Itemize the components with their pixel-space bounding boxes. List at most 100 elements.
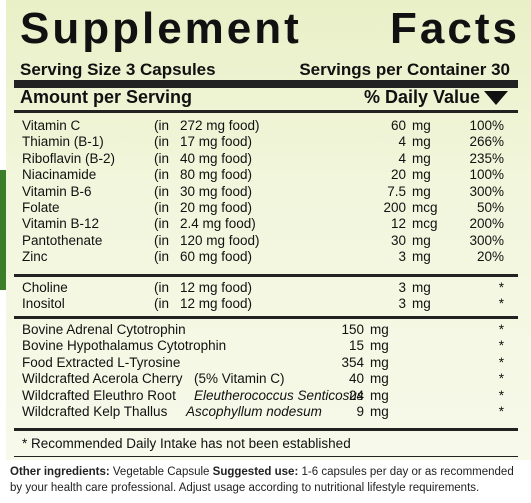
extract-dv: *: [498, 354, 504, 370]
extract-amount: 15: [348, 338, 364, 354]
nutrient-name: Niacinamide: [22, 167, 97, 183]
extract-row: Bovine Adrenal Cytotrophin 150 mg *: [22, 322, 512, 338]
nutrient-name: Folate: [22, 199, 60, 215]
other-ingredients-label: Other ingredients:: [10, 466, 110, 478]
nutrient-in: (in: [154, 280, 170, 295]
nutrient-name: Pantothenate: [22, 232, 103, 248]
nutrient-amount: 200: [383, 199, 406, 215]
title-word-supplement: Supplement: [20, 4, 302, 53]
nutrient-unit: mg: [412, 150, 431, 166]
nutrient-in: (in: [154, 249, 170, 265]
extract-unit: mg: [370, 354, 389, 370]
extract-amount: 24: [348, 387, 364, 403]
amount-per-serving-label: Amount per Serving: [20, 87, 193, 107]
nutrient-amount: 7.5: [387, 183, 406, 199]
extract-unit: mg: [370, 322, 389, 337]
nutrient-row: Riboflavin (B-2) (in 40 mg food) 4 mg 23…: [22, 151, 512, 167]
nutrient-amount: 4: [398, 134, 406, 150]
nutrient-unit: mg: [412, 296, 431, 312]
nutrient-dv: 100%: [469, 118, 504, 133]
nutrient-unit: mg: [412, 249, 431, 265]
nutrient-unit: mg: [412, 118, 431, 133]
other-ingredients-value: Vegetable Capsule: [112, 466, 210, 478]
nutrient-dv: 235%: [469, 150, 504, 166]
nutrient-amount: 4: [398, 150, 406, 166]
nutrient-food: 80 mg food): [180, 167, 253, 183]
nutrient-name: Inositol: [22, 296, 65, 312]
nutrient-in: (in: [154, 134, 170, 150]
nutrient-dv: 100%: [469, 167, 504, 183]
triangle-down-icon: [484, 90, 508, 105]
other-ingredients-block: Other ingredients: Vegetable Capsule Sug…: [10, 464, 526, 496]
nutrient-food: 12 mg food): [180, 280, 253, 295]
extract-unit: mg: [370, 338, 389, 354]
nutrient-amount: 30: [390, 232, 406, 248]
bottom-rule: [14, 456, 518, 457]
extract-name: Bovine Hypothalamus Cytotrophin: [22, 338, 227, 354]
nutrient-unit: mcg: [412, 199, 438, 215]
extracts-list: Bovine Adrenal Cytotrophin 150 mg * Bovi…: [22, 322, 512, 420]
nutrient-name: Zinc: [22, 249, 48, 265]
nutrient-in: (in: [154, 232, 170, 248]
nutrient-in: (in: [154, 296, 170, 312]
nutrient-name: Choline: [22, 280, 68, 295]
nutrient-row: Thiamin (B-1) (in 17 mg food) 4 mg 266%: [22, 134, 512, 150]
nutrient-unit: mg: [412, 280, 431, 295]
extract-name: Wildcrafted Eleuthro Root: [22, 387, 176, 403]
extract-name: Wildcrafted Acerola Cherry: [22, 371, 183, 387]
extract-unit: mg: [370, 387, 389, 403]
nutrient-dv: *: [498, 296, 504, 312]
daily-value-label-wrap: % Daily Value: [364, 87, 508, 108]
extract-amount: 150: [341, 322, 364, 337]
nutrient-unit: mg: [412, 183, 431, 199]
nutrient-unit: mg: [412, 134, 431, 150]
suggested-use-value: 1-6 capsules per day or as recommended b…: [10, 466, 514, 494]
nutrient-in: (in: [154, 183, 170, 199]
nutrient-row: Choline (in 12 mg food) 3 mg *: [22, 280, 512, 296]
nutrient-food: 20 mg food): [180, 199, 253, 215]
extract-name: Bovine Adrenal Cytotrophin: [22, 322, 186, 337]
extract-unit: mg: [370, 371, 389, 387]
nutrient-unit: mg: [412, 232, 431, 248]
left-accent-bar: [0, 170, 6, 290]
footnote: * Recommended Daily Intake has not been …: [22, 436, 351, 451]
nutrient-in: (in: [154, 199, 170, 215]
extract-amount: 40: [348, 371, 364, 387]
extract-dv: *: [498, 403, 504, 419]
extract-row: Wildcrafted Eleuthro Root Eleutherococcu…: [22, 388, 512, 404]
nutrient-in: (in: [154, 150, 170, 166]
nutrient-row: Folate (in 20 mg food) 200 mcg 50%: [22, 200, 512, 216]
nutrient-dv: 266%: [469, 134, 504, 150]
nutrient-row: Pantothenate (in 120 mg food) 30 mg 300%: [22, 233, 512, 249]
nutrient-food: 272 mg food): [180, 118, 260, 133]
nutrient-unit: mcg: [412, 216, 438, 232]
nutrient-unit: mg: [412, 167, 431, 183]
daily-value-label: % Daily Value: [363, 87, 480, 107]
nutrient-amount: 60: [390, 118, 406, 133]
section-rule: [14, 316, 518, 319]
nutrient-name: Riboflavin (B-2): [22, 150, 116, 166]
other-nutrients-list: Choline (in 12 mg food) 3 mg * Inositol …: [22, 280, 512, 313]
nutrient-dv: 200%: [469, 216, 504, 232]
thick-rule: [14, 80, 518, 88]
nutrient-food: 12 mg food): [180, 296, 253, 312]
footer-rule: [14, 428, 518, 431]
nutrient-dv: 300%: [469, 232, 504, 248]
vitamins-list: Vitamin C (in 272 mg food) 60 mg 100% Th…: [22, 118, 512, 266]
nutrient-food: 60 mg food): [180, 249, 253, 265]
extract-note: (5% Vitamin C): [194, 371, 285, 387]
nutrient-dv: *: [498, 280, 504, 295]
extract-row: Bovine Hypothalamus Cytotrophin 15 mg *: [22, 338, 512, 354]
extract-row: Wildcrafted Acerola Cherry (5% Vitamin C…: [22, 371, 512, 387]
nutrient-in: (in: [154, 216, 170, 232]
extract-unit: mg: [370, 403, 389, 419]
serving-info: Serving Size 3 Capsules Servings per Con…: [20, 60, 510, 80]
nutrient-food: 30 mg food): [180, 183, 253, 199]
nutrient-row: Zinc (in 60 mg food) 3 mg 20%: [22, 249, 512, 265]
nutrient-row: Inositol (in 12 mg food) 3 mg *: [22, 296, 512, 312]
section-rule: [14, 274, 518, 277]
nutrient-amount: 12: [390, 216, 406, 232]
nutrient-food: 40 mg food): [180, 150, 253, 166]
nutrient-name: Vitamin B-6: [22, 183, 92, 199]
extract-dv: *: [498, 387, 504, 403]
